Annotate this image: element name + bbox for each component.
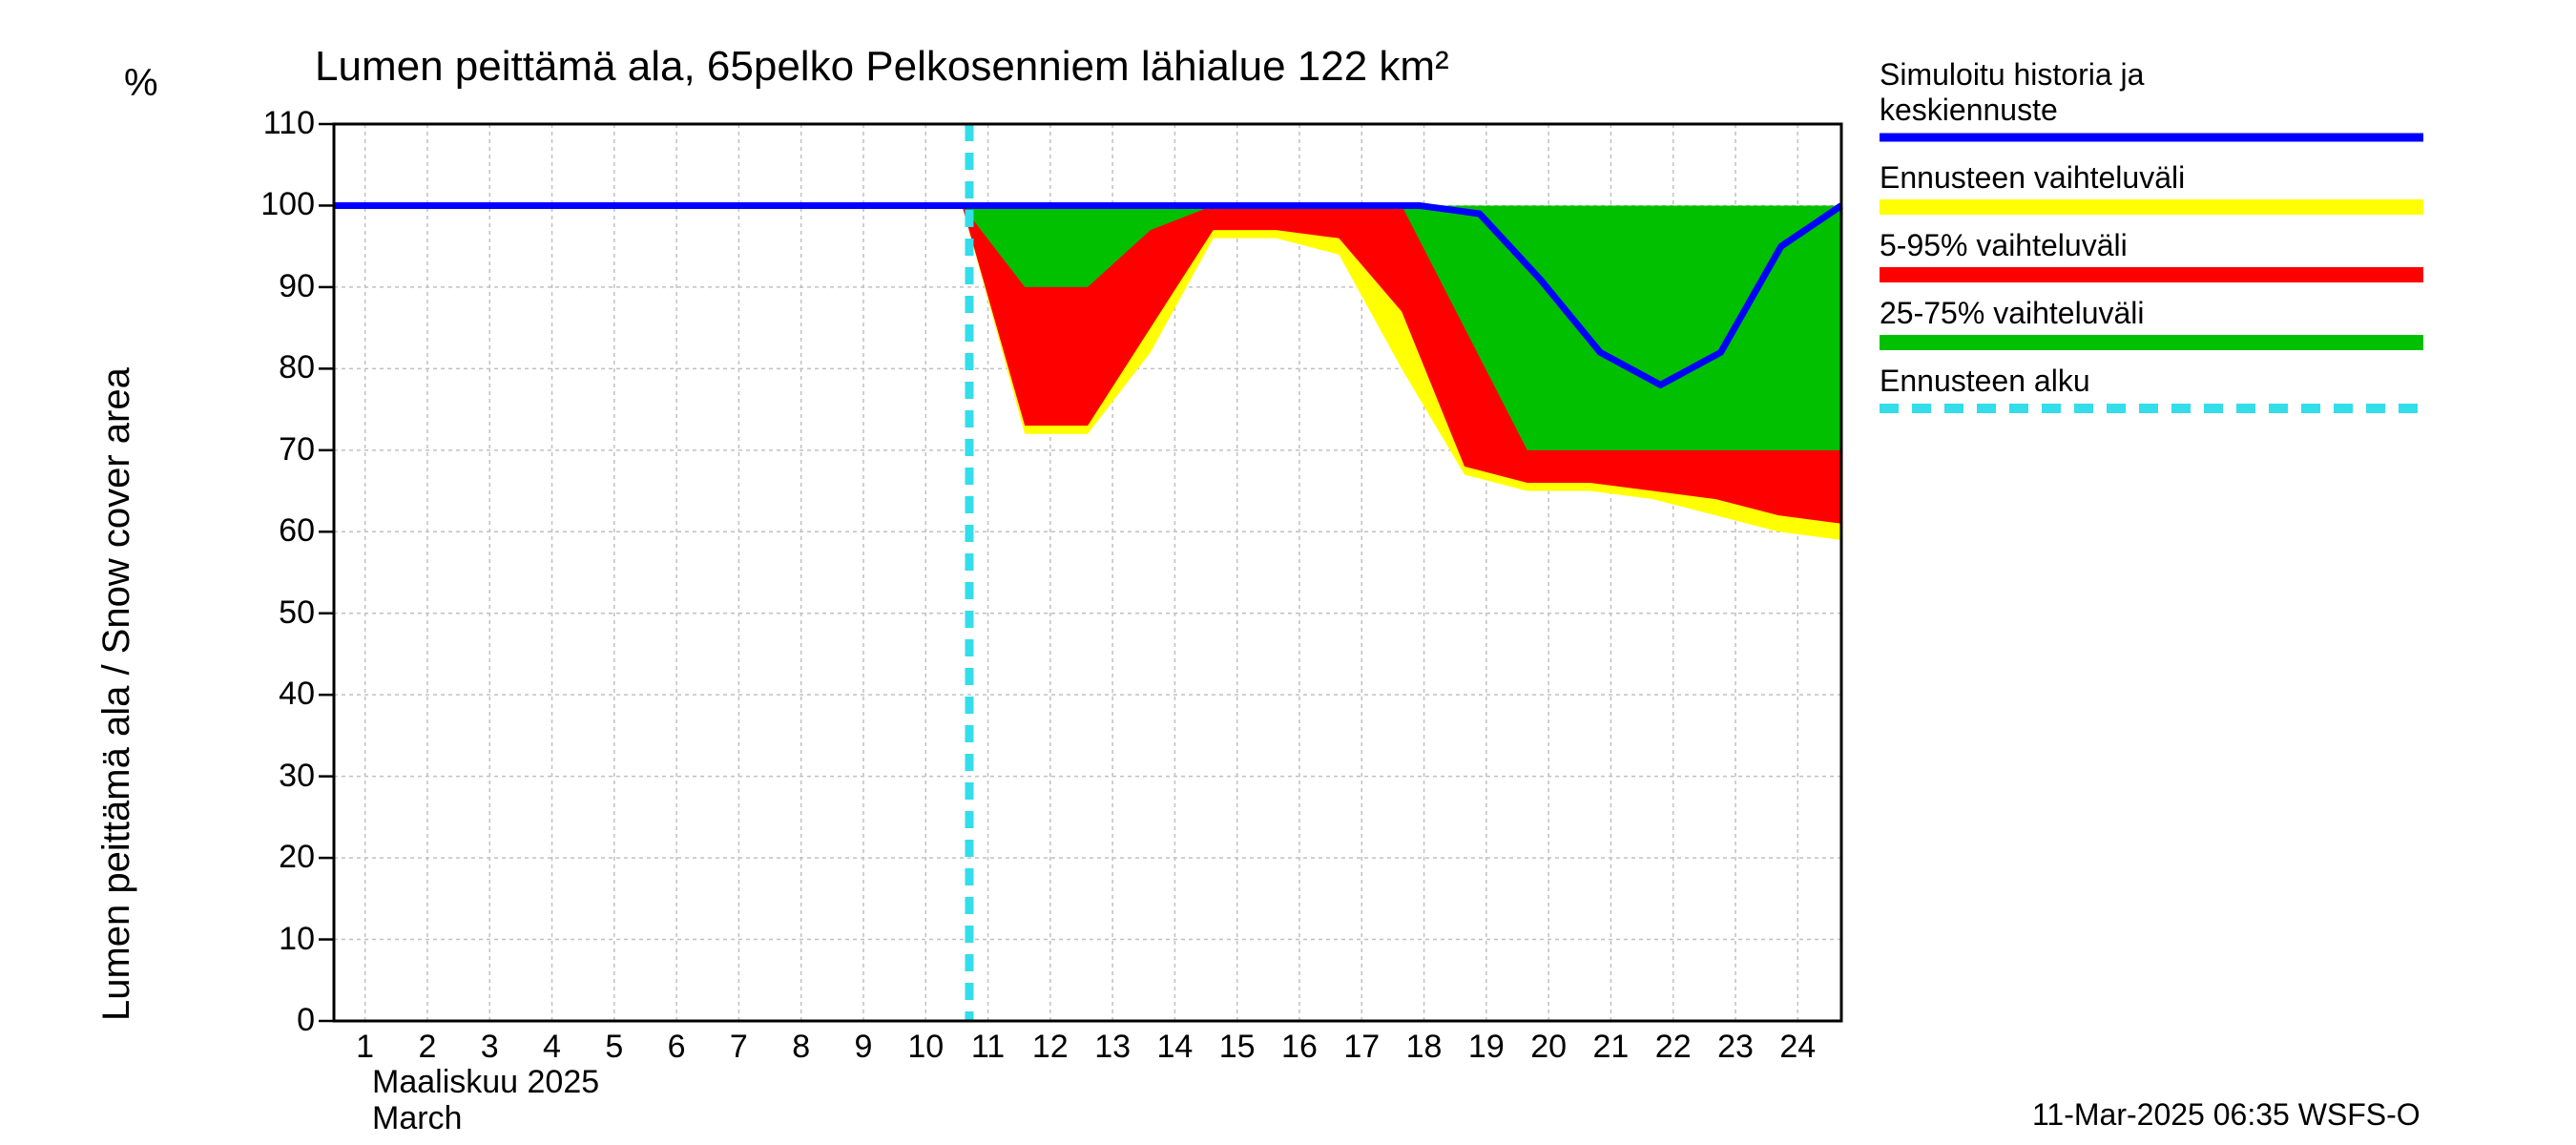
x-tick: 23 <box>1707 1029 1764 1066</box>
legend-label: 25-75% vaihteluväli <box>1880 296 2414 331</box>
x-tick: 1 <box>337 1029 394 1066</box>
x-tick: 24 <box>1769 1029 1826 1066</box>
y-tick: 90 <box>229 268 315 305</box>
y-tick: 60 <box>229 512 315 550</box>
x-tick: 9 <box>835 1029 892 1066</box>
y-axis-label: Lumen peittämä ala / Snow cover area <box>95 367 138 1021</box>
x-tick: 17 <box>1333 1029 1390 1066</box>
x-tick: 16 <box>1271 1029 1328 1066</box>
x-tick: 10 <box>897 1029 954 1066</box>
y-tick: 0 <box>229 1002 315 1039</box>
y-tick: 100 <box>229 186 315 223</box>
y-tick: 30 <box>229 758 315 795</box>
x-tick: 14 <box>1146 1029 1203 1066</box>
y-unit-label: % <box>124 62 158 105</box>
y-tick: 110 <box>229 105 315 142</box>
x-tick: 22 <box>1645 1029 1702 1066</box>
x-tick: 3 <box>461 1029 518 1066</box>
x-tick: 4 <box>524 1029 581 1066</box>
y-tick: 80 <box>229 349 315 386</box>
x-tick: 19 <box>1458 1029 1515 1066</box>
x-tick: 15 <box>1209 1029 1266 1066</box>
x-tick: 18 <box>1396 1029 1453 1066</box>
x-tick: 13 <box>1084 1029 1141 1066</box>
x-tick: 7 <box>710 1029 767 1066</box>
x-tick: 2 <box>399 1029 456 1066</box>
legend-label: 5-95% vaihteluväli <box>1880 228 2414 263</box>
chart-container: Lumen peittämä ala, 65pelko Pelkosenniem… <box>0 0 2576 1145</box>
x-tick: 21 <box>1582 1029 1639 1066</box>
y-tick: 20 <box>229 839 315 876</box>
legend-label: Ennusteen vaihteluväli <box>1880 160 2414 196</box>
legend-label: Ennusteen alku <box>1880 364 2414 399</box>
x-caption-1: Maaliskuu 2025 <box>372 1064 599 1101</box>
footer-timestamp: 11-Mar-2025 06:35 WSFS-O <box>2032 1097 2420 1133</box>
x-tick: 20 <box>1520 1029 1577 1066</box>
x-tick: 6 <box>648 1029 705 1066</box>
x-tick: 12 <box>1022 1029 1079 1066</box>
chart-title: Lumen peittämä ala, 65pelko Pelkosenniem… <box>315 43 1449 91</box>
x-tick: 5 <box>586 1029 643 1066</box>
x-caption-2: March <box>372 1100 462 1137</box>
legend-label: Simuloitu historia ja keskiennuste <box>1880 57 2414 128</box>
y-tick: 10 <box>229 921 315 958</box>
y-tick: 50 <box>229 594 315 632</box>
y-tick: 40 <box>229 676 315 713</box>
x-tick: 8 <box>773 1029 830 1066</box>
x-tick: 11 <box>960 1029 1017 1066</box>
y-tick: 70 <box>229 431 315 468</box>
